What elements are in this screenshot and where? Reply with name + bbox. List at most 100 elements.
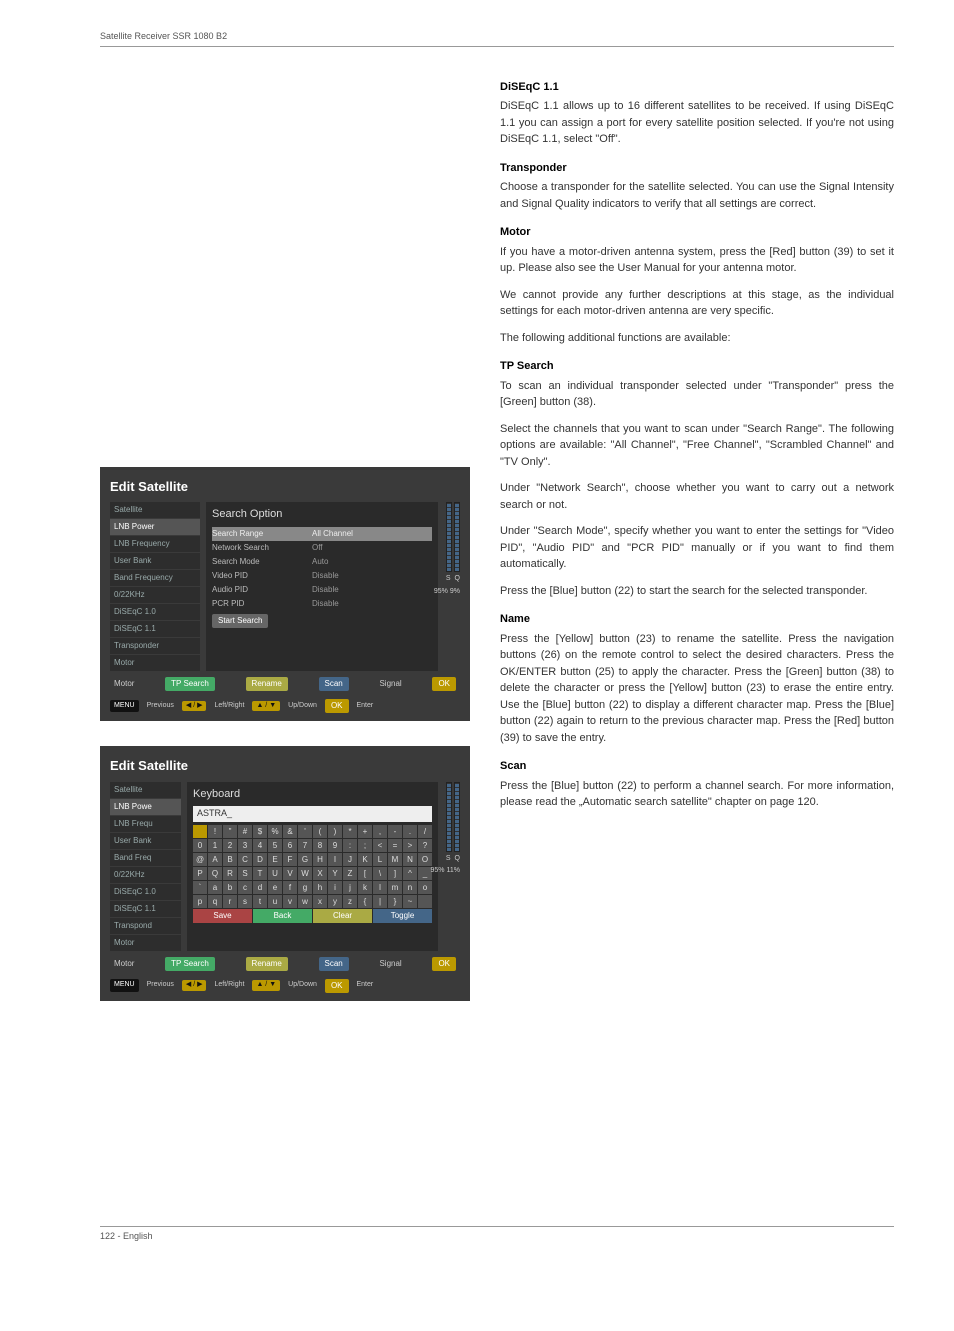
keyboard-key: V (283, 867, 297, 880)
help-lr: Left/Right (214, 980, 244, 991)
scan-pill: Scan (319, 677, 349, 691)
heading-scan: Scan (500, 758, 894, 775)
keyboard-key: m (388, 881, 402, 894)
keyboard-key: ; (358, 839, 372, 852)
keyboard-key: s (238, 895, 252, 908)
lr-key: ◀ / ▶ (182, 701, 207, 712)
header-title: Satellite Receiver SSR 1080 B2 (100, 30, 894, 44)
content: Edit Satellite Satellite LNB Power LNB F… (100, 67, 894, 1026)
keyboard-key: b (223, 881, 237, 894)
kbd-back: Back (253, 909, 312, 923)
help-enter: Enter (357, 980, 374, 991)
keyboard-key: 3 (238, 839, 252, 852)
keyboard-key (418, 895, 432, 908)
keyboard-key: 8 (313, 839, 327, 852)
menu-key: MENU (110, 700, 139, 713)
shot1-main-title: Search Option (212, 506, 432, 523)
keyboard-key: L (373, 853, 387, 866)
keyboard-key: q (208, 895, 222, 908)
keyboard-key: h (313, 881, 327, 894)
keyboard-key: * (343, 825, 357, 838)
keyboard-key: > (403, 839, 417, 852)
footer-text: 122 - English (100, 1231, 153, 1241)
keyboard-key: u (268, 895, 282, 908)
keyboard-key: e (268, 881, 282, 894)
body-scan: Press the [Blue] button (22) to perform … (500, 778, 894, 811)
help-enter: Enter (357, 701, 374, 712)
keyboard-grid: !"#$%&'()*+,-./0123456789:;<=>?@ABCDEFGH… (193, 825, 432, 908)
keyboard-key: y (328, 895, 342, 908)
keyboard-key: E (268, 853, 282, 866)
keyboard-key: - (388, 825, 402, 838)
keyboard-key: ` (193, 881, 207, 894)
help-prev: Previous (147, 701, 174, 712)
keyboard-key: : (343, 839, 357, 852)
keyboard-key: , (373, 825, 387, 838)
menu-key: MENU (110, 979, 139, 992)
keyboard-key: . (403, 825, 417, 838)
keyboard-key: & (283, 825, 297, 838)
side-item: Band Freq (110, 850, 181, 866)
sig-q: Q (455, 574, 460, 585)
body-name: Press the [Yellow] button (23) to rename… (500, 631, 894, 747)
keyboard-key: n (403, 881, 417, 894)
kbd-save: Save (193, 909, 252, 923)
keyboard-key: x (313, 895, 327, 908)
keyboard-key: O (418, 853, 432, 866)
keyboard-key: T (253, 867, 267, 880)
scan-pill: Scan (319, 957, 349, 971)
keyboard-key: / (418, 825, 432, 838)
motor-label: Motor (114, 958, 134, 970)
keyboard-key: I (328, 853, 342, 866)
keyboard-key: 6 (283, 839, 297, 852)
side-item: LNB Frequency (110, 536, 200, 552)
keyboard-key: f (283, 881, 297, 894)
keyboard-key: < (373, 839, 387, 852)
signal-label: Signal (379, 958, 401, 970)
keyboard-key (193, 825, 207, 838)
keyboard-key: g (298, 881, 312, 894)
ok-key: OK (325, 699, 349, 713)
keyboard-key: X (313, 867, 327, 880)
heading-tpsearch: TP Search (500, 358, 894, 375)
keyboard-key: R (223, 867, 237, 880)
keyboard-key: a (208, 881, 222, 894)
option-row: Search RangeAll Channel (212, 527, 432, 541)
shot2-main-title: Keyboard (193, 786, 432, 803)
keyboard-key: Q (208, 867, 222, 880)
ud-key: ▲ / ▼ (252, 980, 280, 991)
keyboard-key: i (328, 881, 342, 894)
body-diseqc11: DiSEqC 1.1 allows up to 16 different sat… (500, 98, 894, 148)
keyboard-key: ~ (403, 895, 417, 908)
side-item: 0/22KHz (110, 587, 200, 603)
shot2-bottom: Motor TP Search Rename Scan Signal OK (110, 955, 460, 973)
shot2-main: Keyboard ASTRA_ !"#$%&'()*+,-./012345678… (187, 782, 438, 951)
motor-label: Motor (114, 678, 134, 690)
body-transponder: Choose a transponder for the satellite s… (500, 179, 894, 212)
help-lr: Left/Right (214, 701, 244, 712)
keyboard-key: \ (373, 867, 387, 880)
shot1-main: Search Option Search RangeAll ChannelNet… (206, 502, 438, 671)
keyboard-key: K (358, 853, 372, 866)
keyboard-key: 1 (208, 839, 222, 852)
keyboard-key: W (298, 867, 312, 880)
help-prev: Previous (147, 980, 174, 991)
keyboard-key: % (268, 825, 282, 838)
keyboard-key: ) (328, 825, 342, 838)
left-column: Edit Satellite Satellite LNB Power LNB F… (100, 67, 470, 1026)
keyboard-key: @ (193, 853, 207, 866)
side-item: Transpond (110, 918, 181, 934)
keyboard-key: v (283, 895, 297, 908)
keyboard-key: Y (328, 867, 342, 880)
shot1-sidebar: Satellite LNB Power LNB Frequency User B… (110, 502, 200, 671)
start-search-button: Start Search (212, 614, 268, 628)
sig-q: Q (455, 854, 460, 865)
option-row: Network SearchOff (212, 541, 432, 555)
keyboard-key: r (223, 895, 237, 908)
keyboard-key: C (238, 853, 252, 866)
keyboard-key: p (193, 895, 207, 908)
screenshot-keyboard: Edit Satellite Satellite LNB Powe LNB Fr… (100, 746, 470, 1001)
side-item: User Bank (110, 553, 200, 569)
keyboard-key: 7 (298, 839, 312, 852)
side-item: DiSEqC 1.0 (110, 604, 200, 620)
